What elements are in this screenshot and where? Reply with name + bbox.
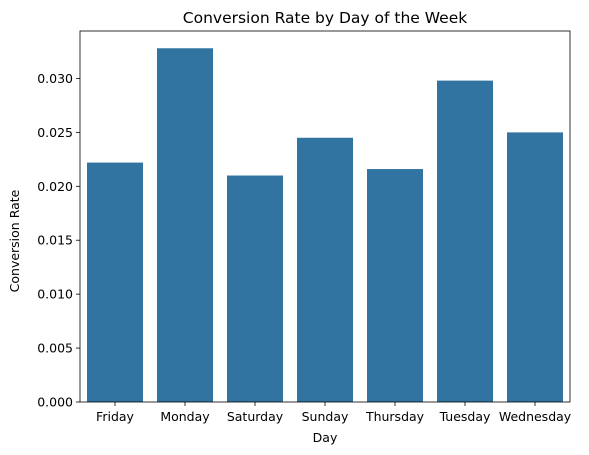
plot-area: 0.000 0.005 0.010 0.015 0.020 0.025 0.030 Frida… — [37, 30, 572, 424]
bar-wednesday — [507, 132, 563, 402]
y-tick-label: 0.000 — [37, 395, 73, 410]
plot-frame — [79, 30, 571, 403]
y-tick-label: 0.015 — [37, 233, 73, 248]
x-tick-label: Friday — [96, 409, 134, 424]
x-axis-label: Day — [313, 430, 338, 445]
y-tick-label: 0.020 — [37, 179, 73, 194]
chart-title: Conversion Rate by Day of the Week — [183, 9, 467, 27]
y-tick-label: 0.030 — [37, 71, 73, 86]
y-tick-label: 0.010 — [37, 287, 73, 302]
x-tick-label: Tuesday — [439, 409, 491, 424]
x-tick-label: Thursday — [365, 409, 425, 424]
x-tick-label: Sunday — [302, 409, 349, 424]
x-tick-label: Wednesday — [499, 409, 572, 424]
bar-sunday — [297, 137, 353, 402]
bar-tuesday — [437, 80, 493, 403]
bar-saturday — [227, 175, 283, 402]
x-tick-label: Monday — [160, 409, 210, 424]
y-tick-label: 0.025 — [37, 125, 73, 140]
y-tick-label: 0.005 — [37, 341, 73, 356]
bar-thursday — [367, 169, 423, 402]
bar-friday — [87, 162, 143, 402]
bar-monday — [157, 48, 213, 402]
y-axis-label: Conversion Rate — [7, 189, 22, 292]
x-tick-label: Saturday — [227, 409, 284, 424]
